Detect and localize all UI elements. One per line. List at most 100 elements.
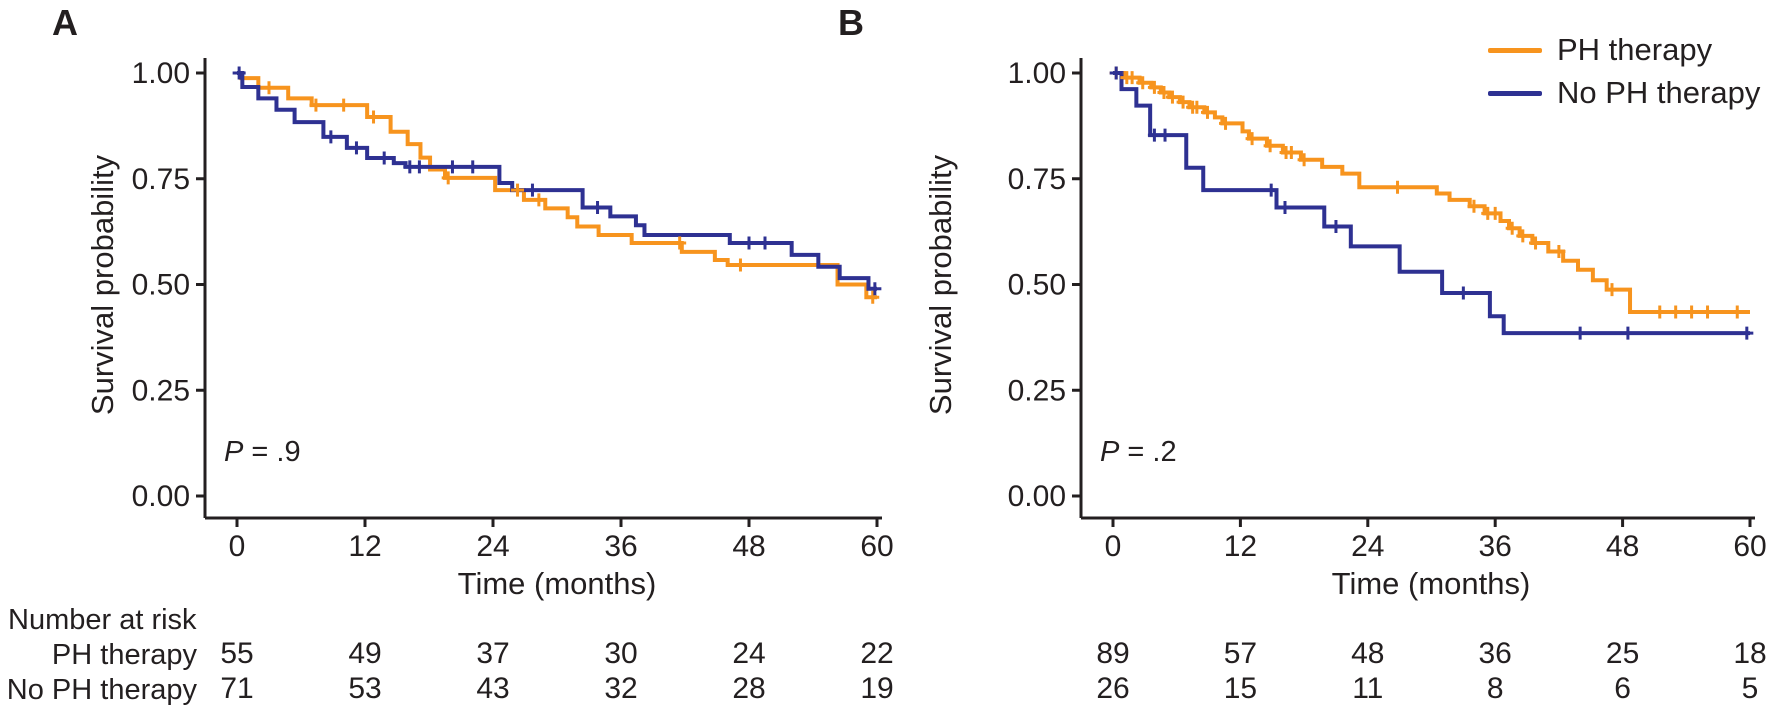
censor-mark <box>1740 326 1754 340</box>
legend-item-no-ph-therapy: No PH therapy <box>1488 75 1761 110</box>
y-tick-label: 0.50 <box>132 269 190 302</box>
censor-mark <box>1516 229 1530 243</box>
censor-mark <box>1278 201 1292 215</box>
censor-mark <box>1297 153 1311 167</box>
censor-mark <box>309 98 323 112</box>
legend-label: PH therapy <box>1557 32 1713 67</box>
risk-count: 22 <box>860 637 893 670</box>
censor-mark <box>1136 76 1150 90</box>
censor-marks-ph-therapy <box>262 81 880 304</box>
legend-label: No PH therapy <box>1557 75 1761 110</box>
censor-mark <box>262 81 276 95</box>
censor-mark <box>1158 128 1172 142</box>
x-tick-label: 24 <box>1351 530 1384 563</box>
panel-b-letter: B <box>838 2 864 43</box>
risk-count: 18 <box>1733 637 1766 670</box>
censor-mark <box>1730 305 1744 319</box>
censor-mark <box>441 171 455 185</box>
risk-count: 11 <box>1352 672 1383 705</box>
censor-marks-ph-therapy <box>1109 66 1744 319</box>
risk-count: 24 <box>732 637 765 670</box>
panel-a-y-axis-title: Survival probability <box>85 154 120 416</box>
censor-mark <box>1157 85 1171 99</box>
censor-mark <box>1685 305 1699 319</box>
censor-mark <box>1701 305 1715 319</box>
censor-mark <box>466 160 480 174</box>
censor-mark <box>673 236 687 250</box>
censor-mark <box>868 282 882 296</box>
y-tick-label: 0.00 <box>132 480 190 513</box>
panel-a-x-axis-title: Time (months) <box>457 566 657 601</box>
risk-count: 8 <box>1487 672 1504 705</box>
censor-mark <box>1621 326 1635 340</box>
risk-count: 5 <box>1742 672 1759 705</box>
panel-b-p-value: P = .2 <box>1100 436 1177 469</box>
censor-mark <box>1467 199 1481 213</box>
censor-mark <box>1573 326 1587 340</box>
censor-mark <box>758 236 772 250</box>
p-symbol: P <box>1100 436 1120 468</box>
y-tick-label: 1.00 <box>132 57 190 90</box>
censor-mark <box>1219 116 1233 130</box>
p-value-text: = .9 <box>243 436 301 468</box>
risk-row-label-no-ph-therapy: No PH therapy <box>6 674 197 706</box>
x-tick-label: 0 <box>1105 530 1122 563</box>
x-tick-label: 36 <box>1479 530 1512 563</box>
censor-mark <box>1190 100 1204 114</box>
panel-a-p-value: P = .9 <box>224 436 301 469</box>
y-tick-label: 1.00 <box>1008 57 1066 90</box>
number-at-risk-title: Number at risk <box>8 604 197 636</box>
censor-mark <box>511 183 525 197</box>
km-curve-ph-therapy <box>237 71 877 300</box>
risk-count: 71 <box>220 672 253 705</box>
risk-count: 43 <box>476 672 509 705</box>
censor-mark <box>1605 283 1619 297</box>
censor-mark <box>1200 105 1214 119</box>
y-tick-label: 0.25 <box>1008 374 1066 407</box>
censor-mark <box>532 193 546 207</box>
x-tick-label: 60 <box>860 530 893 563</box>
censor-mark <box>1263 139 1277 153</box>
risk-row-label-ph-therapy: PH therapy <box>51 639 197 671</box>
risk-count: 37 <box>476 637 509 670</box>
risk-count: 32 <box>604 672 637 705</box>
panel-a-letter: A <box>52 2 78 43</box>
censor-mark <box>1284 146 1298 160</box>
censor-mark <box>1329 220 1343 234</box>
censor-mark <box>1529 236 1543 250</box>
x-tick-label: 60 <box>1733 530 1766 563</box>
censor-mark <box>324 130 338 144</box>
y-tick-label: 0.50 <box>1008 269 1066 302</box>
censor-mark <box>1176 95 1190 109</box>
panel-b: 1.00 0.75 0.50 0.25 0.00 0 12 24 36 48 60 89 57 48 36 2… <box>1008 57 1767 705</box>
risk-count: 36 <box>1479 637 1512 670</box>
censor-mark <box>377 151 391 165</box>
legend: PH therapy No PH therapy <box>1488 32 1761 110</box>
risk-count: 30 <box>604 637 637 670</box>
x-tick-label: 48 <box>732 530 765 563</box>
ph-therapy-line-swatch <box>1488 47 1542 53</box>
censor-mark <box>1109 66 1123 80</box>
censor-mark <box>1669 305 1683 319</box>
censor-mark <box>733 258 747 272</box>
x-tick-label: 12 <box>348 530 381 563</box>
censor-mark <box>367 110 381 124</box>
km-curve-no-ph-therapy <box>237 71 877 291</box>
censor-mark <box>1125 71 1139 85</box>
km-curve-no-ph-therapy <box>1113 71 1750 336</box>
risk-count: 25 <box>1606 637 1639 670</box>
p-symbol: P <box>224 436 244 468</box>
axis-lines <box>1079 58 1755 520</box>
censor-mark <box>742 236 756 250</box>
censor-marks-no-ph-therapy <box>232 66 882 296</box>
risk-count: 19 <box>860 672 893 705</box>
legend-item-ph-therapy: PH therapy <box>1488 32 1760 67</box>
y-tick-label: 0.00 <box>1008 480 1066 513</box>
censor-mark <box>525 183 539 197</box>
censor-mark <box>1488 206 1502 220</box>
x-tick-label: 36 <box>604 530 637 563</box>
censor-mark <box>1147 80 1161 94</box>
censor-mark <box>1245 132 1259 146</box>
censor-mark <box>1165 90 1179 104</box>
